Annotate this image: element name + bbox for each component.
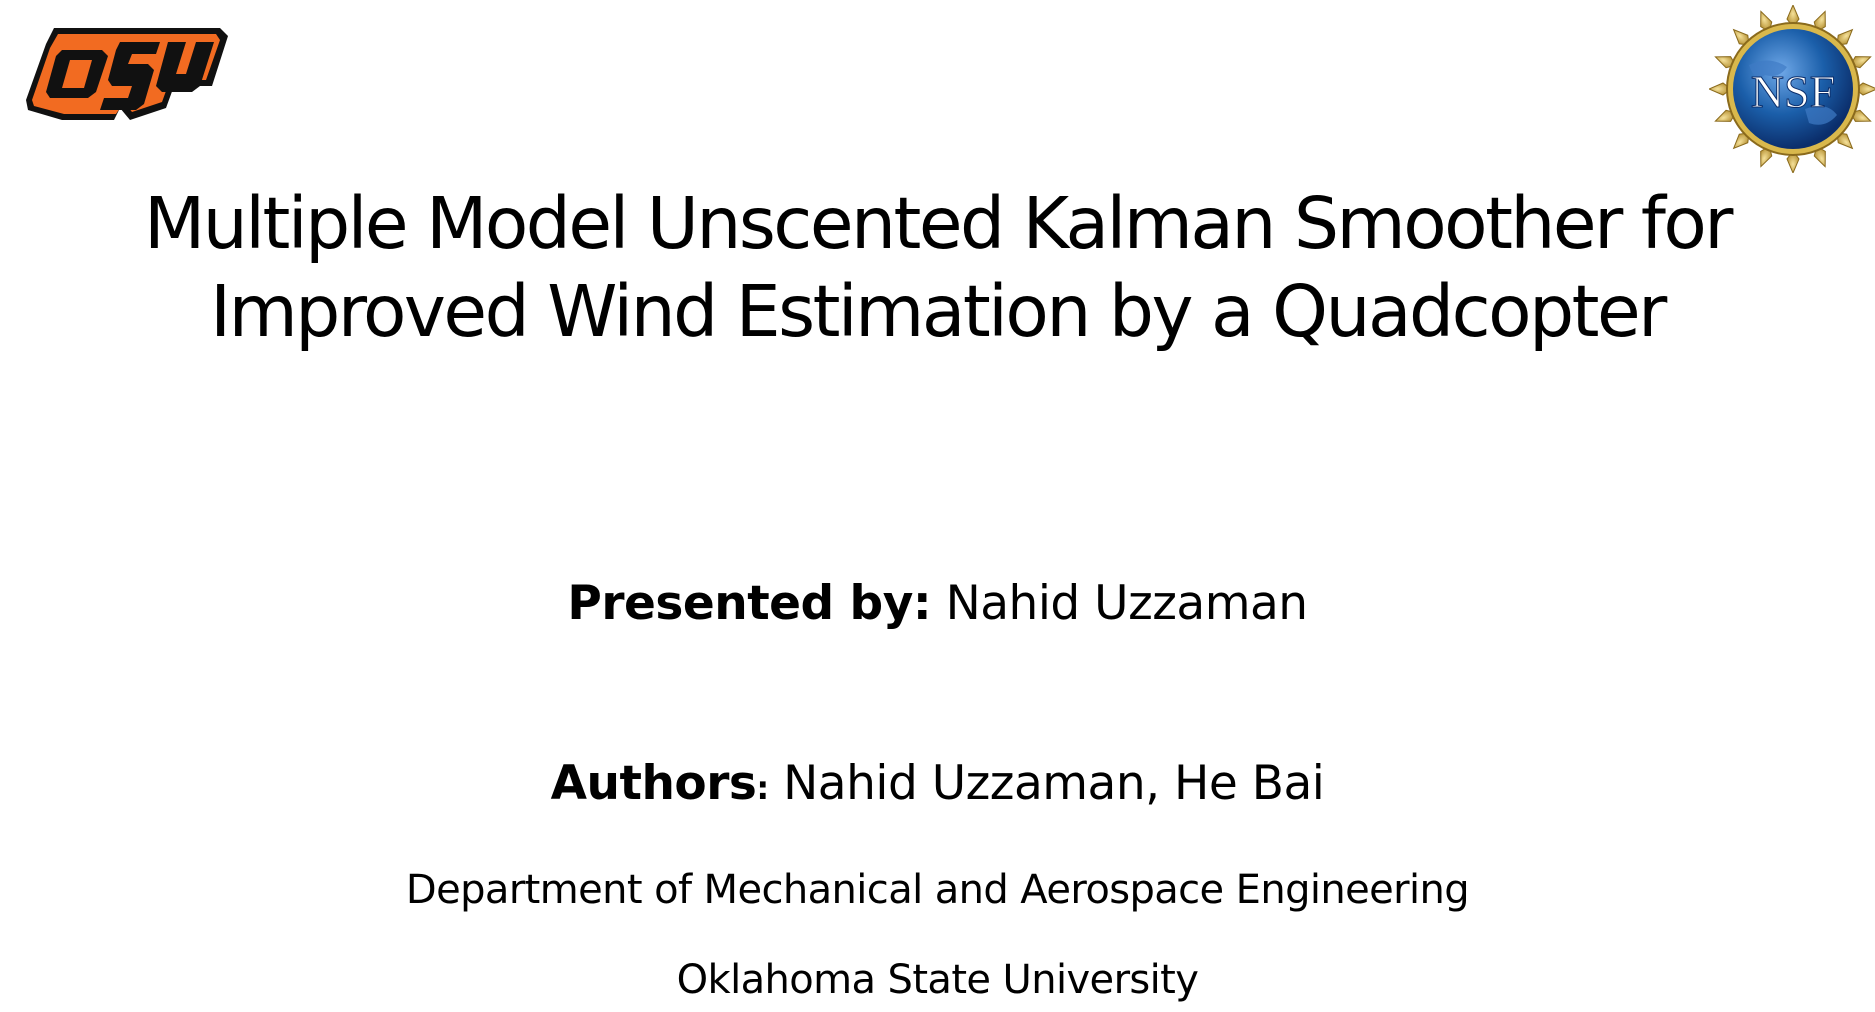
title-line-1: Multiple Model Unscented Kalman Smoother… — [144, 182, 1733, 265]
presented-by-label: Presented by: — [567, 576, 932, 631]
authors-line: Authors: Nahid Uzzaman, He Bai — [0, 754, 1875, 818]
authors-label: Authors — [550, 756, 757, 811]
title-line-2: Improved Wind Estimation by a Quadcopter — [210, 270, 1667, 353]
nsf-logo-icon: NSF — [1709, 5, 1875, 173]
presenter-name: Nahid Uzzaman — [945, 576, 1309, 631]
nsf-logo: NSF — [1709, 5, 1875, 173]
svg-text:NSF: NSF — [1751, 66, 1835, 117]
department-line: Department of Mechanical and Aerospace E… — [405, 867, 1470, 913]
presented-by-line: Presented by: Nahid Uzzaman — [0, 574, 1875, 634]
authors-colon: : — [756, 769, 769, 807]
slide-title: Multiple Model Unscented Kalman Smoother… — [0, 180, 1875, 356]
authors-names: Nahid Uzzaman, He Bai — [783, 756, 1325, 811]
osu-logo-icon — [26, 28, 228, 120]
university-line: Oklahoma State University — [676, 957, 1199, 1003]
osu-logo — [24, 20, 230, 126]
